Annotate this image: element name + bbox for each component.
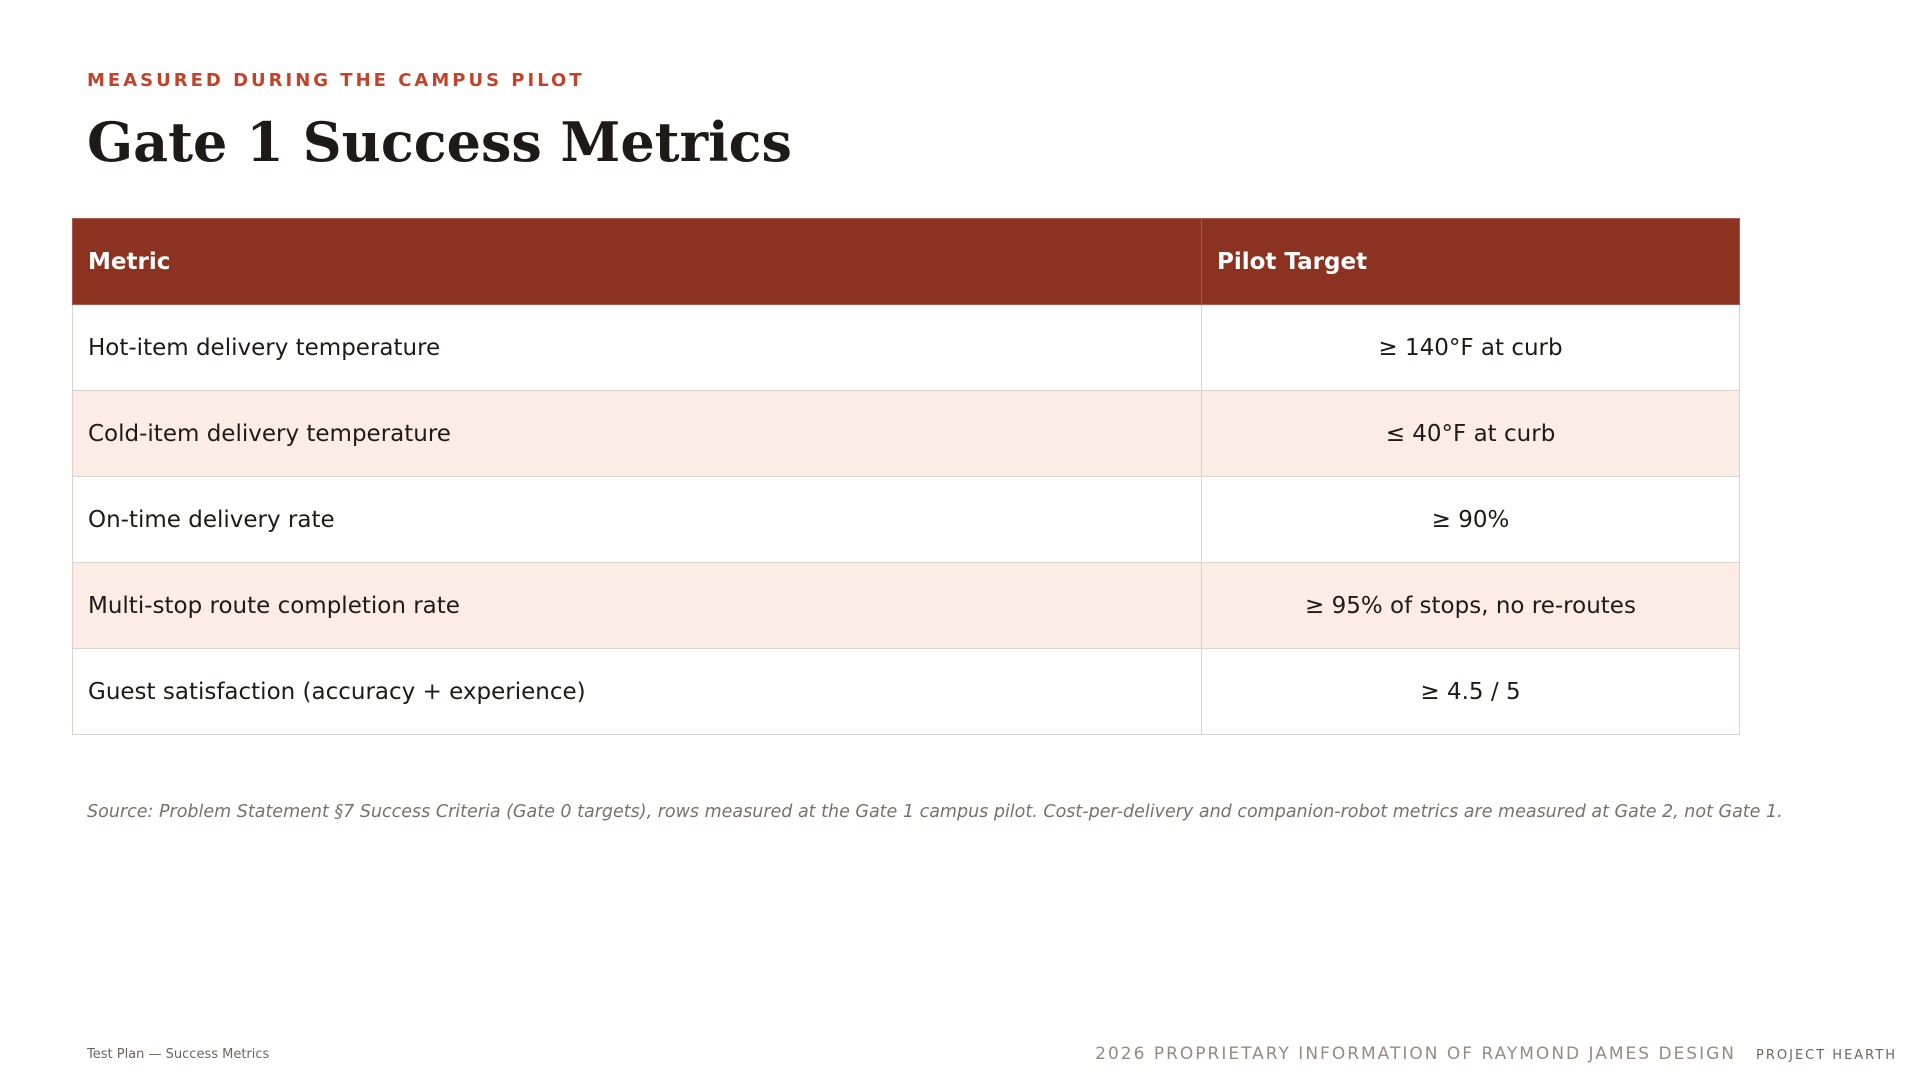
column-header-pilot-target: Pilot Target <box>1201 218 1740 305</box>
project-name: PROJECT HEARTH <box>1756 1048 1897 1063</box>
target-cell: ≥ 140°F at curb <box>1201 304 1740 391</box>
target-cell: ≤ 40°F at curb <box>1201 390 1740 477</box>
metric-cell: On-time delivery rate <box>72 476 1202 563</box>
table-header-row: Metric Pilot Target <box>72 218 1740 305</box>
confidentiality-notice: 2026 PROPRIETARY INFORMATION OF RAYMOND … <box>1095 1044 1736 1064</box>
footer-section-label: Test Plan — Success Metrics <box>87 1047 270 1062</box>
column-header-metric: Metric <box>72 218 1202 305</box>
table-row: Guest satisfaction (accuracy + experienc… <box>72 648 1740 735</box>
source-note: Source: Problem Statement §7 Success Cri… <box>87 802 1783 822</box>
table-row: Hot-item delivery temperature ≥ 140°F at… <box>72 304 1740 391</box>
footer-right: 2026 PROPRIETARY INFORMATION OF RAYMOND … <box>1095 1044 1897 1064</box>
metric-cell: Guest satisfaction (accuracy + experienc… <box>72 648 1202 735</box>
page-title: Gate 1 Success Metrics <box>87 110 792 174</box>
success-metrics-table: Metric Pilot Target Hot-item delivery te… <box>72 218 1740 735</box>
metric-cell: Hot-item delivery temperature <box>72 304 1202 391</box>
eyebrow-label: MEASURED DURING THE CAMPUS PILOT <box>87 70 585 91</box>
table-row: On-time delivery rate ≥ 90% <box>72 476 1740 563</box>
table-row: Multi-stop route completion rate ≥ 95% o… <box>72 562 1740 649</box>
target-cell: ≥ 4.5 / 5 <box>1201 648 1740 735</box>
table-row: Cold-item delivery temperature ≤ 40°F at… <box>72 390 1740 477</box>
metric-cell: Cold-item delivery temperature <box>72 390 1202 477</box>
target-cell: ≥ 95% of stops, no re-routes <box>1201 562 1740 649</box>
target-cell: ≥ 90% <box>1201 476 1740 563</box>
metric-cell: Multi-stop route completion rate <box>72 562 1202 649</box>
